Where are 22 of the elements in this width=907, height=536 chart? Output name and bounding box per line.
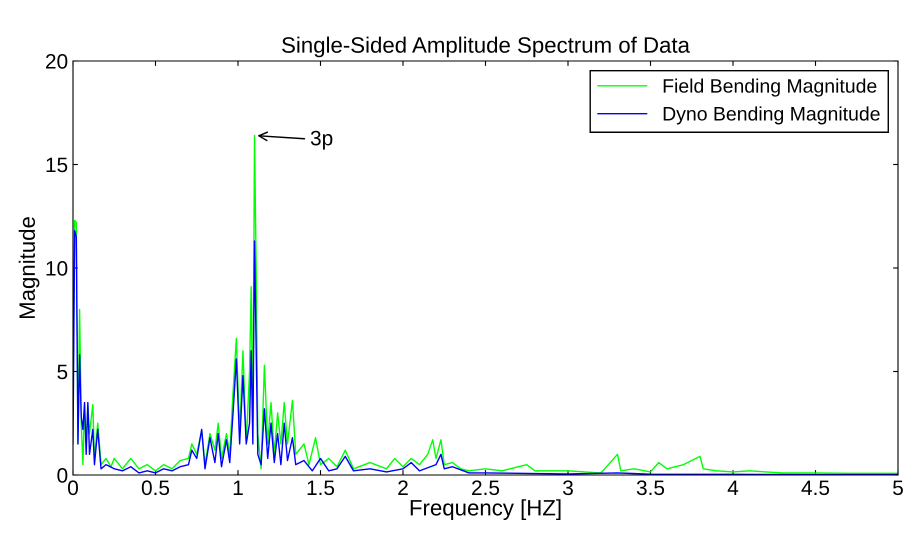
legend-label: Dyno Bending Magnitude <box>664 106 880 124</box>
y-tick-label: 0 <box>57 468 68 483</box>
x-tick-label: 5 <box>893 480 903 496</box>
x-tick-label: 4 <box>728 480 738 495</box>
x-axis-title: Frequency [HZ] <box>410 499 560 520</box>
x-tick-label: 1 <box>234 480 243 495</box>
y-tick-label: 15 <box>46 158 68 172</box>
chart-title: Single-Sided Amplitude Spectrum of Data <box>282 36 690 58</box>
y-axis-title: Magnitude <box>18 217 40 318</box>
x-tick-label: 1.5 <box>308 480 334 496</box>
x-tick-label: 2 <box>398 480 408 495</box>
x-tick-label: 0.5 <box>142 480 170 496</box>
annotation: 3p <box>310 130 332 150</box>
x-tick-label: 0 <box>68 480 78 496</box>
x-tick-label: 2.5 <box>472 480 500 496</box>
x-tick-label: 3.5 <box>636 480 664 496</box>
legend-label: Field Bending Magnitude <box>664 78 876 97</box>
y-tick-label: 5 <box>57 364 68 380</box>
y-tick-label: 10 <box>46 261 68 276</box>
y-tick-label: 20 <box>46 54 68 69</box>
x-tick-label: 3 <box>563 480 573 496</box>
x-tick-label: 4.5 <box>802 480 830 496</box>
